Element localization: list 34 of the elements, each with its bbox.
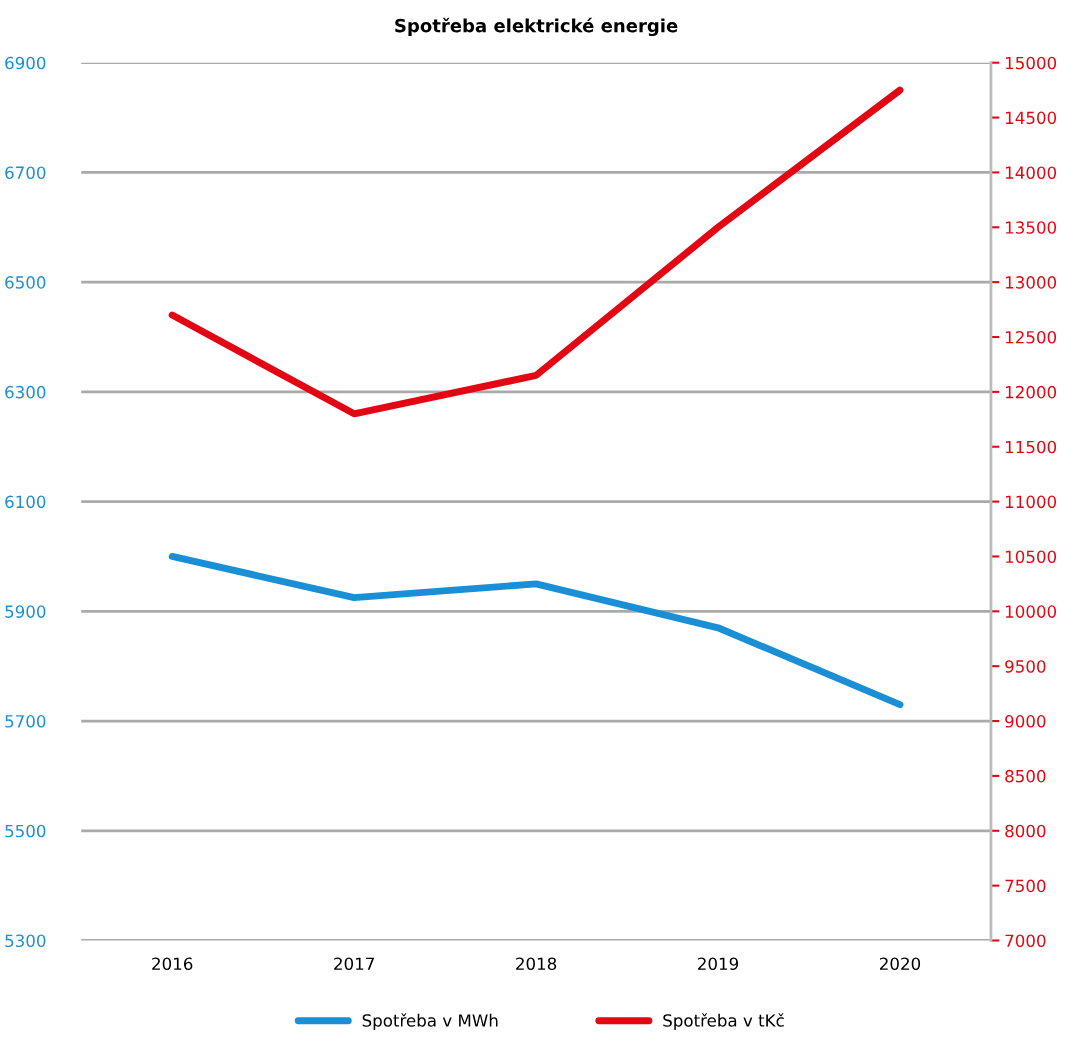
y2-tick-label: 10000 <box>1005 605 1057 618</box>
x-tick-label: 2017 <box>334 957 374 971</box>
y2-tick-label: 11000 <box>1005 495 1057 509</box>
y-tick-label: 6900 <box>5 56 46 70</box>
y-tick-label: 5500 <box>5 824 46 838</box>
y2-tick-label: 12000 <box>1005 385 1057 399</box>
x-tick-label: 2016 <box>152 957 193 971</box>
chart-title: Spotřeba elektrické energie <box>395 17 678 37</box>
legend-label: Spotřeba v MWh <box>362 1013 498 1030</box>
y2-tick-label: 12500 <box>1005 330 1057 344</box>
y2-tick-label: 9500 <box>1005 660 1046 673</box>
y-tick-label: 5700 <box>5 715 46 728</box>
y-tick-label: 6700 <box>5 166 46 179</box>
y2-tick-label: 9000 <box>1005 715 1046 728</box>
y2-tick-label: 13000 <box>1005 276 1057 289</box>
y-tick-label: 6100 <box>5 495 46 509</box>
y2-tick-label: 7000 <box>1005 934 1046 948</box>
y2-tick-label: 15000 <box>1005 56 1057 70</box>
y-tick-label: 5300 <box>5 934 46 948</box>
y-tick-label: 5900 <box>5 605 46 618</box>
y2-tick-label: 8000 <box>1005 824 1046 838</box>
y2-tick-label: 14000 <box>1005 166 1057 179</box>
y2-tick-label: 14500 <box>1005 111 1057 125</box>
y2-tick-label: 11500 <box>1005 440 1057 454</box>
y-tick-label: 6500 <box>5 276 46 289</box>
y2-tick-label: 13500 <box>1005 221 1057 234</box>
x-tick-label: 2019 <box>698 957 739 971</box>
y2-tick-label: 10500 <box>1005 550 1057 564</box>
x-tick-label: 2018 <box>516 957 557 971</box>
y-tick-label: 6300 <box>5 385 46 399</box>
legend-label: Spotřeba v tKč <box>663 1013 784 1030</box>
x-tick-label: 2020 <box>879 957 921 971</box>
y2-tick-label: 8500 <box>1005 769 1046 783</box>
y2-tick-label: 7500 <box>1005 879 1046 893</box>
